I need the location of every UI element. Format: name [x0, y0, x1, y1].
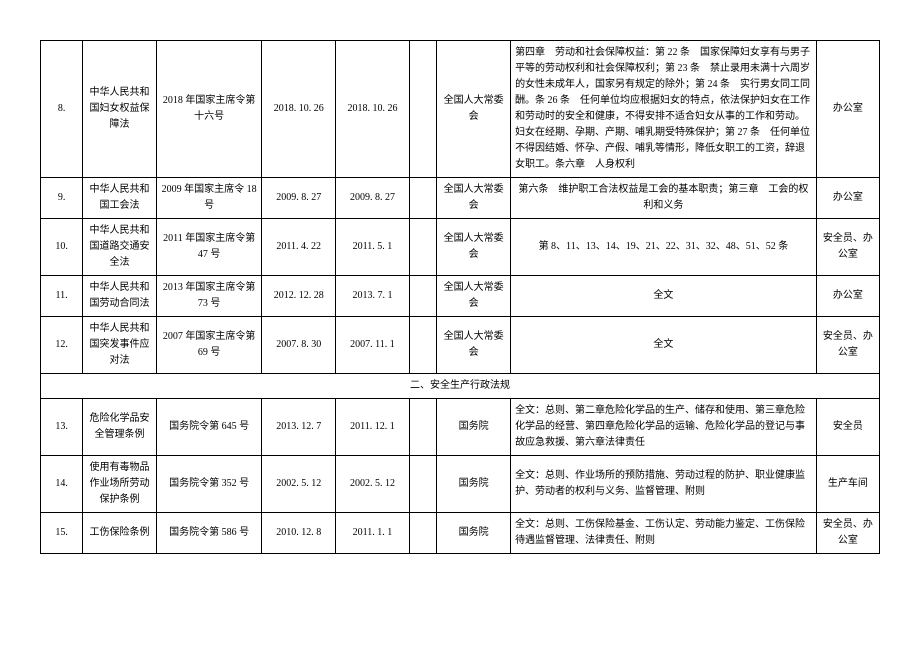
cell-blank [409, 399, 436, 456]
cell-decree: 2018 年国家主席令第十六号 [156, 41, 261, 178]
cell-issuer: 国务院 [437, 399, 511, 456]
cell-content: 全文：总则、工伤保险基金、工伤认定、劳动能力鉴定、工伤保险待遇监督管理、法律责任… [511, 513, 817, 554]
cell-issuer: 国务院 [437, 513, 511, 554]
cell-decree: 2011 年国家主席令第 47 号 [156, 219, 261, 276]
cell-num: 15. [41, 513, 83, 554]
regulations-table: 8. 中华人民共和国妇女权益保障法 2018 年国家主席令第十六号 2018. … [40, 40, 880, 554]
cell-num: 11. [41, 276, 83, 317]
cell-content: 第四章 劳动和社会保障权益：第 22 条 国家保障妇女享有与男子平等的劳动权利和… [511, 41, 817, 178]
cell-dept: 办公室 [816, 276, 879, 317]
cell-date2: 2007. 11. 1 [336, 317, 410, 374]
cell-date2: 2009. 8. 27 [336, 178, 410, 219]
cell-date1: 2011. 4. 22 [262, 219, 336, 276]
cell-title: 危险化学品安全管理条例 [83, 399, 157, 456]
cell-decree: 2007 年国家主席令第 69 号 [156, 317, 261, 374]
cell-dept: 安全员、办公室 [816, 317, 879, 374]
cell-dept: 办公室 [816, 178, 879, 219]
cell-dept: 安全员、办公室 [816, 219, 879, 276]
cell-decree: 国务院令第 586 号 [156, 513, 261, 554]
cell-num: 14. [41, 456, 83, 513]
cell-dept: 安全员 [816, 399, 879, 456]
cell-decree: 2009 年国家主席令 18 号 [156, 178, 261, 219]
cell-content: 全文 [511, 276, 817, 317]
cell-dept: 生产车间 [816, 456, 879, 513]
cell-num: 10. [41, 219, 83, 276]
cell-decree: 国务院令第 645 号 [156, 399, 261, 456]
cell-date1: 2018. 10. 26 [262, 41, 336, 178]
cell-dept: 办公室 [816, 41, 879, 178]
cell-title: 中华人民共和国劳动合同法 [83, 276, 157, 317]
cell-date2: 2002. 5. 12 [336, 456, 410, 513]
cell-issuer: 全国人大常委会 [437, 219, 511, 276]
cell-title: 使用有毒物品作业场所劳动保护条例 [83, 456, 157, 513]
cell-date1: 2010. 12. 8 [262, 513, 336, 554]
section-header-row: 二、安全生产行政法规 [41, 374, 880, 399]
cell-num: 13. [41, 399, 83, 456]
table-row: 14. 使用有毒物品作业场所劳动保护条例 国务院令第 352 号 2002. 5… [41, 456, 880, 513]
cell-decree: 国务院令第 352 号 [156, 456, 261, 513]
cell-blank [409, 41, 436, 178]
section-header: 二、安全生产行政法规 [41, 374, 880, 399]
cell-content: 第六条 维护职工合法权益是工会的基本职责；第三章 工会的权利和义务 [511, 178, 817, 219]
cell-issuer: 国务院 [437, 456, 511, 513]
cell-date1: 2002. 5. 12 [262, 456, 336, 513]
cell-blank [409, 276, 436, 317]
cell-date1: 2007. 8. 30 [262, 317, 336, 374]
cell-issuer: 全国人大常委会 [437, 276, 511, 317]
cell-title: 中华人民共和国道路交通安全法 [83, 219, 157, 276]
cell-date2: 2011. 1. 1 [336, 513, 410, 554]
cell-num: 12. [41, 317, 83, 374]
table-row: 8. 中华人民共和国妇女权益保障法 2018 年国家主席令第十六号 2018. … [41, 41, 880, 178]
table-row: 12. 中华人民共和国突发事件应对法 2007 年国家主席令第 69 号 200… [41, 317, 880, 374]
cell-blank [409, 456, 436, 513]
cell-decree: 2013 年国家主席令第 73 号 [156, 276, 261, 317]
cell-title: 中华人民共和国突发事件应对法 [83, 317, 157, 374]
cell-date2: 2011. 12. 1 [336, 399, 410, 456]
cell-content: 全文：总则、第二章危险化学品的生产、储存和使用、第三章危险化学品的经营、第四章危… [511, 399, 817, 456]
cell-date2: 2013. 7. 1 [336, 276, 410, 317]
cell-dept: 安全员、办公室 [816, 513, 879, 554]
table-row: 13. 危险化学品安全管理条例 国务院令第 645 号 2013. 12. 7 … [41, 399, 880, 456]
cell-content: 全文：总则、作业场所的预防措施、劳动过程的防护、职业健康监护、劳动者的权利与义务… [511, 456, 817, 513]
cell-date1: 2009. 8. 27 [262, 178, 336, 219]
cell-title: 中华人民共和国妇女权益保障法 [83, 41, 157, 178]
cell-date1: 2012. 12. 28 [262, 276, 336, 317]
cell-title: 工伤保险条例 [83, 513, 157, 554]
cell-date2: 2011. 5. 1 [336, 219, 410, 276]
cell-blank [409, 219, 436, 276]
page: 8. 中华人民共和国妇女权益保障法 2018 年国家主席令第十六号 2018. … [0, 0, 920, 594]
cell-issuer: 全国人大常委会 [437, 178, 511, 219]
table-row: 10. 中华人民共和国道路交通安全法 2011 年国家主席令第 47 号 201… [41, 219, 880, 276]
cell-date1: 2013. 12. 7 [262, 399, 336, 456]
cell-blank [409, 513, 436, 554]
cell-blank [409, 317, 436, 374]
cell-date2: 2018. 10. 26 [336, 41, 410, 178]
table-row: 15. 工伤保险条例 国务院令第 586 号 2010. 12. 8 2011.… [41, 513, 880, 554]
cell-content: 第 8、11、13、14、19、21、22、31、32、48、51、52 条 [511, 219, 817, 276]
cell-title: 中华人民共和国工会法 [83, 178, 157, 219]
cell-blank [409, 178, 436, 219]
cell-issuer: 全国人大常委会 [437, 41, 511, 178]
table-row: 9. 中华人民共和国工会法 2009 年国家主席令 18 号 2009. 8. … [41, 178, 880, 219]
cell-num: 9. [41, 178, 83, 219]
cell-num: 8. [41, 41, 83, 178]
table-row: 11. 中华人民共和国劳动合同法 2013 年国家主席令第 73 号 2012.… [41, 276, 880, 317]
cell-content: 全文 [511, 317, 817, 374]
cell-issuer: 全国人大常委会 [437, 317, 511, 374]
